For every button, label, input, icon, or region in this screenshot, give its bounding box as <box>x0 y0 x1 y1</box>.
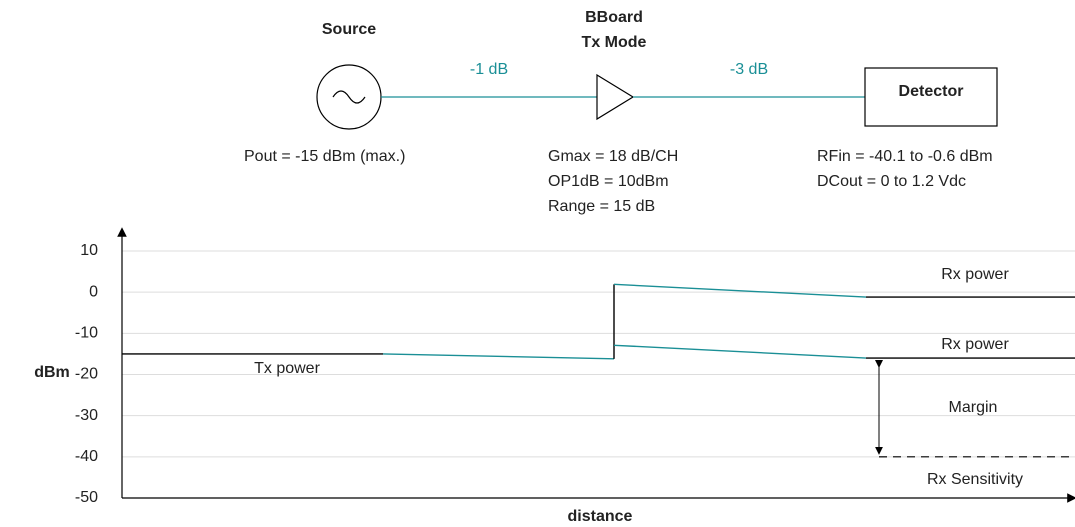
y-axis-label: dBm <box>34 364 70 381</box>
amp-label: BBoard <box>585 9 643 26</box>
x-axis-label: distance <box>568 508 633 525</box>
power-line <box>613 344 867 359</box>
annotation: Rx power <box>941 266 1009 283</box>
power-line <box>613 283 867 298</box>
amp-label: Tx Mode <box>582 34 647 51</box>
y-tick-label: -10 <box>75 325 98 342</box>
y-tick-label: 0 <box>89 283 98 300</box>
y-tick-label: -20 <box>75 366 98 383</box>
y-tick-label: -40 <box>75 448 98 465</box>
power-line <box>382 353 615 360</box>
detector-box <box>864 67 998 127</box>
note: Range = 15 dB <box>548 198 655 215</box>
y-tick-label: -30 <box>75 407 98 424</box>
note: Pout = -15 dBm (max.) <box>244 148 405 165</box>
y-tick-label: 10 <box>80 242 98 259</box>
note: DCout = 0 to 1.2 Vdc <box>817 173 966 190</box>
note: RFin = -40.1 to -0.6 dBm <box>817 148 993 165</box>
annotation: Tx power <box>254 360 320 377</box>
source-label: Source <box>322 21 376 38</box>
note: Gmax = 18 dB/CH <box>548 148 678 165</box>
loss-label: -1 dB <box>470 61 508 78</box>
annotation: Rx Sensitivity <box>927 471 1023 488</box>
loss-label: -3 dB <box>730 61 768 78</box>
sine-icon <box>332 90 366 104</box>
plot: 10 0 -10 -20 -30 -40 -50 Tx power Rx power Rx pow… <box>75 227 1075 506</box>
amplifier <box>596 73 635 121</box>
note: OP1dB = 10dBm <box>548 173 669 190</box>
detector-label: Detector <box>899 83 964 100</box>
y-tick-label: -50 <box>75 489 98 506</box>
annotation: Margin <box>949 399 998 416</box>
annotation: Rx power <box>941 336 1009 353</box>
